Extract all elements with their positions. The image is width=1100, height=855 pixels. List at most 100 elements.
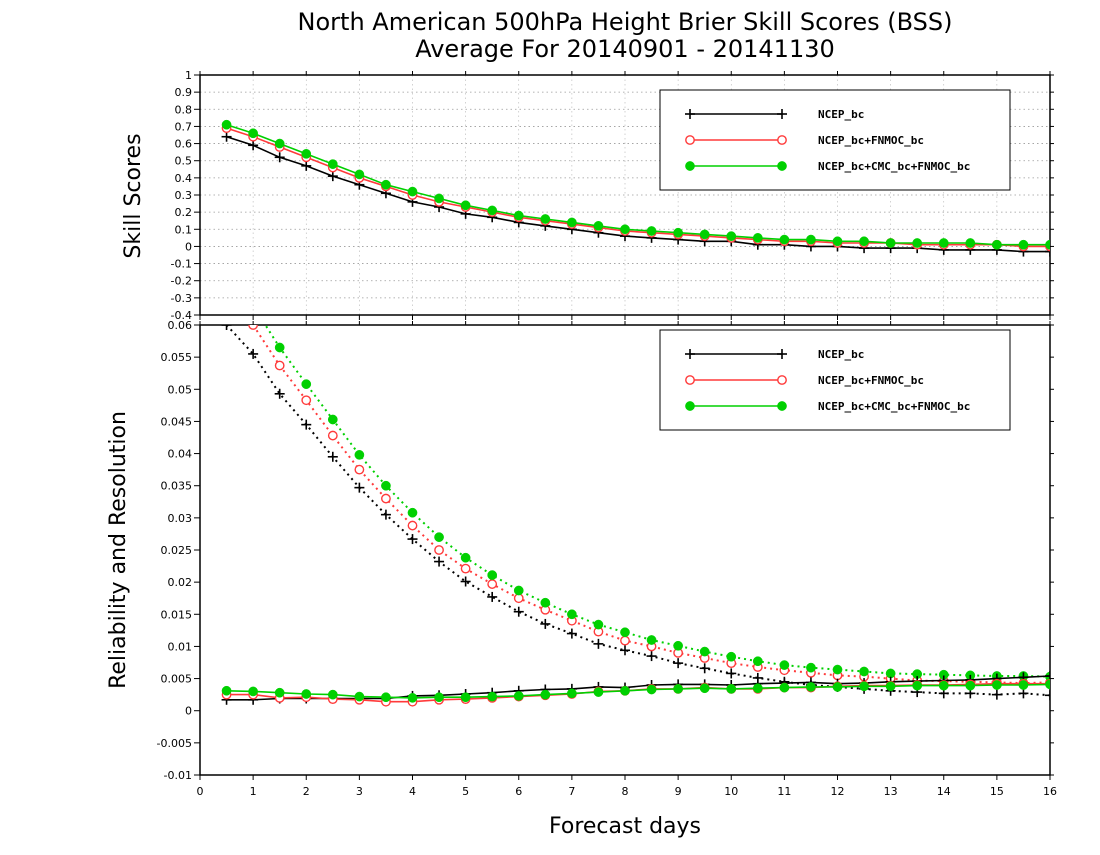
x-tick-label-4: 4: [409, 785, 416, 798]
top-panel-series-ncep-bc-cmc-bc-fnmoc-bc: [221, 119, 1050, 250]
chart-title-line-2: Average For 20140901 - 20141130: [415, 35, 835, 63]
top-panel-series-group: [221, 119, 1050, 257]
top-panel-series-ncep-bc-cmc-bc-fnmoc-bc-point-15: [620, 224, 630, 235]
top-panel-legend-ncep-bc-fnmoc-bc-marker-end: [777, 135, 787, 145]
top-panel-legend-ncep-bc-cmc-bc-fnmoc-bc: NCEP_bc+CMC_bc+FNMOC_bc: [685, 160, 970, 173]
top-panel-series-ncep-bc-cmc-bc-fnmoc-bc-point-19: [726, 231, 737, 241]
bottom-panel-series-ncep-bc-fnmoc-bc-resolution-point-7: [407, 520, 418, 531]
x-tick-label-12: 12: [831, 785, 845, 798]
bottom-panel-series-ncep-bc-cmc-bc-fnmoc-bc-reliability-point-17: [673, 684, 683, 694]
top-panel-legend: NCEP_bc NCEP_bc+FNMOC_bc NCEP_bc+CMC_bc+FN…: [659, 89, 1011, 191]
bottom-panel-series-ncep-bc-cmc-bc-fnmoc-bc-resolution-point-13: [567, 609, 577, 620]
bottom-panel-series-ncep-bc-cmc-bc-fnmoc-bc-resolution-point-7: [407, 507, 418, 518]
bottom-panel-series-ncep-bc-fnmoc-bc-resolution-point-5: [354, 464, 365, 475]
top-panel-legend-ncep-bc-cmc-bc-fnmoc-bc-label: NCEP_bc+CMC_bc+FNMOC_bc: [818, 160, 970, 173]
bottom-panel-series-ncep-bc-fnmoc-bc-resolution-point-6: [381, 493, 391, 504]
bottom-panel-series-ncep-bc-cmc-bc-fnmoc-bc-reliability-point-2: [274, 687, 285, 698]
top-panel-legend-ncep-bc-fnmoc-bc-marker-start: [685, 135, 695, 145]
top-panel-series-ncep-bc-point-3: [301, 160, 312, 171]
bottom-panel-series-ncep-bc-resolution-point-1: [248, 348, 259, 359]
bottom-panel-y-axis-title: Reliability and Resolution: [106, 411, 131, 689]
top-panel-series-ncep-bc-cmc-bc-fnmoc-bc-point-9: [460, 200, 471, 211]
top-panel-series-ncep-bc-point-31: [1045, 246, 1050, 257]
top-panel-series-ncep-bc-cmc-bc-fnmoc-bc-point-3: [301, 149, 312, 159]
bottom-panel-series-ncep-bc-cmc-bc-fnmoc-bc-resolution-point-0: [222, 269, 231, 278]
top-panel-ytick-label-2: -0.2: [171, 275, 192, 288]
top-panel-series-ncep-bc-cmc-bc-fnmoc-bc-point-4: [327, 159, 338, 169]
bottom-panel-series-ncep-bc-resolution-point-5: [354, 482, 365, 493]
x-tick-label-1: 1: [250, 785, 257, 798]
bottom-panel-series-ncep-bc-cmc-bc-fnmoc-bc-resolution-point-19: [726, 651, 737, 662]
top-panel-series-ncep-bc-cmc-bc-fnmoc-bc-point-16: [646, 226, 657, 236]
top-panel-legend-ncep-bc-marker-end: [777, 109, 787, 119]
top-panel-series-ncep-bc-cmc-bc-fnmoc-bc-point-17: [673, 227, 683, 238]
top-panel-series-ncep-bc-point-4: [327, 171, 338, 182]
bottom-panel-series-ncep-bc-cmc-bc-fnmoc-bc-resolution-point-23: [832, 664, 843, 675]
top-panel-series-ncep-bc-cmc-bc-fnmoc-bc-point-21: [779, 234, 790, 245]
x-tick-label-10: 10: [724, 785, 738, 798]
bottom-panel-series-ncep-bc-cmc-bc-fnmoc-bc-resolution-point-12: [540, 597, 551, 608]
bottom-panel-ytick-label-1: -0.005: [157, 737, 192, 750]
bottom-panel-series-ncep-bc-cmc-bc-fnmoc-bc-reliability-point-10: [487, 691, 498, 702]
bottom-panel-series-ncep-bc-cmc-bc-fnmoc-bc-reliability-point-19: [726, 684, 737, 694]
bottom-panel-legend-ncep-bc-fnmoc-bc-marker-end: [777, 375, 787, 385]
bottom-panel-legend-ncep-bc-cmc-bc-fnmoc-bc-label: NCEP_bc+CMC_bc+FNMOC_bc: [818, 400, 970, 413]
bottom-panel-series-ncep-bc-resolution-point-31: [1045, 690, 1050, 701]
top-panel-series-ncep-bc-cmc-bc-fnmoc-bc-point-13: [567, 217, 577, 228]
bottom-panel-series-ncep-bc-resolution-point-8: [434, 556, 445, 567]
bottom-panel-series-ncep-bc-resolution-point-11: [513, 606, 524, 617]
bottom-panel-legend-ncep-bc: NCEP_bc: [685, 348, 864, 361]
bottom-panel-series-ncep-bc-resolution-point-30: [1018, 688, 1029, 699]
bottom-panel-ytick-label-11: 0.045: [161, 415, 193, 428]
top-panel-series-ncep-bc-cmc-bc-fnmoc-bc-point-1: [248, 128, 258, 139]
bottom-panel-legend-ncep-bc-cmc-bc-fnmoc-bc-marker-start: [685, 401, 695, 411]
top-panel-series-ncep-bc-point-2: [274, 152, 285, 163]
top-panel-series-ncep-bc-cmc-bc-fnmoc-bc-point-6: [381, 179, 391, 190]
bottom-panel-legend-ncep-bc-cmc-bc-fnmoc-bc-marker-end: [777, 401, 787, 411]
bottom-panel-ytick-label-4: 0.01: [168, 640, 193, 653]
bottom-panel-series-ncep-bc-cmc-bc-fnmoc-bc-reliability-point-27: [938, 680, 949, 691]
top-panel-series-ncep-bc-cmc-bc-fnmoc-bc-point-14: [593, 221, 604, 231]
top-panel-series-ncep-bc-cmc-bc-fnmoc-bc-point-26: [912, 238, 923, 248]
bottom-panel-series-ncep-bc-resolution-point-15: [620, 645, 630, 656]
bottom-panel-series-ncep-bc-cmc-bc-fnmoc-bc-resolution-point-8: [434, 532, 444, 542]
bottom-panel-series-group: [221, 269, 1050, 707]
top-panel-series-ncep-bc-cmc-bc-fnmoc-bc-point-11: [513, 210, 524, 221]
top-panel-series-ncep-bc-cmc-bc-fnmoc-bc-point-12: [540, 214, 551, 224]
top-panel-legend-ncep-bc-marker-start: [685, 109, 695, 119]
bottom-panel-series-ncep-bc-cmc-bc-fnmoc-bc-reliability-point-14: [593, 687, 604, 697]
x-tick-label-5: 5: [462, 785, 469, 798]
bottom-panel-series-ncep-bc-fnmoc-bc-resolution-point-2: [274, 360, 285, 371]
x-tick-label-7: 7: [568, 785, 575, 798]
bottom-panel-series-ncep-bc-cmc-bc-fnmoc-bc-resolution-point-11: [513, 585, 524, 596]
top-panel-series-ncep-bc-cmc-bc-fnmoc-bc-point-27: [938, 238, 949, 248]
bottom-panel-legend-ncep-bc-marker-start: [685, 349, 695, 359]
bottom-panel-series-ncep-bc-cmc-bc-fnmoc-bc-reliability-point-4: [327, 689, 338, 700]
bottom-panel-series-ncep-bc-resolution-line: [225, 325, 1050, 697]
top-panel-series-ncep-bc-cmc-bc-fnmoc-bc-point-23: [832, 236, 843, 247]
top-panel-series-ncep-bc-cmc-bc-fnmoc-bc-point-29: [992, 239, 1002, 250]
bottom-panel-series-ncep-bc-cmc-bc-fnmoc-bc-reliability-point-9: [460, 692, 471, 703]
bottom-panel-series-ncep-bc-cmc-bc-fnmoc-bc-resolution-point-5: [354, 450, 365, 460]
top-panel-series-ncep-bc-cmc-bc-fnmoc-bc-point-10: [487, 205, 498, 216]
bottom-panel-ytick-label-8: 0.03: [168, 512, 193, 525]
bottom-panel-series-ncep-bc-cmc-bc-fnmoc-bc-reliability-point-1: [248, 686, 258, 697]
top-panel-ytick-label-3: -0.1: [171, 258, 192, 271]
bottom-panel-series-ncep-bc-cmc-bc-fnmoc-bc-reliability-point-12: [540, 689, 551, 700]
top-panel-series-ncep-bc-cmc-bc-fnmoc-bc-point-18: [699, 229, 710, 240]
top-panel-series-ncep-bc-cmc-bc-fnmoc-bc-point-31: [1045, 239, 1050, 250]
x-tick-label-3: 3: [356, 785, 363, 798]
bottom-panel-legend-ncep-bc-fnmoc-bc: NCEP_bc+FNMOC_bc: [685, 374, 924, 387]
bottom-panel-legend: NCEP_bc NCEP_bc+FNMOC_bc NCEP_bc+CMC_bc+FN…: [659, 329, 1011, 431]
bottom-panel-series-ncep-bc-cmc-bc-fnmoc-bc-reliability-point-24: [859, 681, 869, 692]
bottom-panel-series-ncep-bc-resolution-point-9: [460, 576, 471, 587]
bottom-panel-ytick-label-13: 0.055: [161, 351, 193, 364]
top-panel-ytick-label-11: 0.7: [175, 120, 193, 133]
bottom-panel-series-ncep-bc-resolution-point-0: [221, 325, 232, 330]
bottom-panel-series-ncep-bc-cmc-bc-fnmoc-bc-resolution-point-22: [806, 662, 816, 673]
x-tick-label-15: 15: [990, 785, 1004, 798]
plot-layer: -0.4 -0.3 -0.2 -0.1 0 0.1 0.2 0.3 0.4 0.5 0.6 0.7 0.…: [157, 69, 1057, 798]
bottom-panel-ytick-label-2: 0: [185, 705, 192, 718]
bottom-panel-series-ncep-bc-cmc-bc-fnmoc-bc-resolution-point-6: [381, 480, 391, 491]
top-panel-legend-ncep-bc-fnmoc-bc-label: NCEP_bc+FNMOC_bc: [818, 134, 924, 147]
